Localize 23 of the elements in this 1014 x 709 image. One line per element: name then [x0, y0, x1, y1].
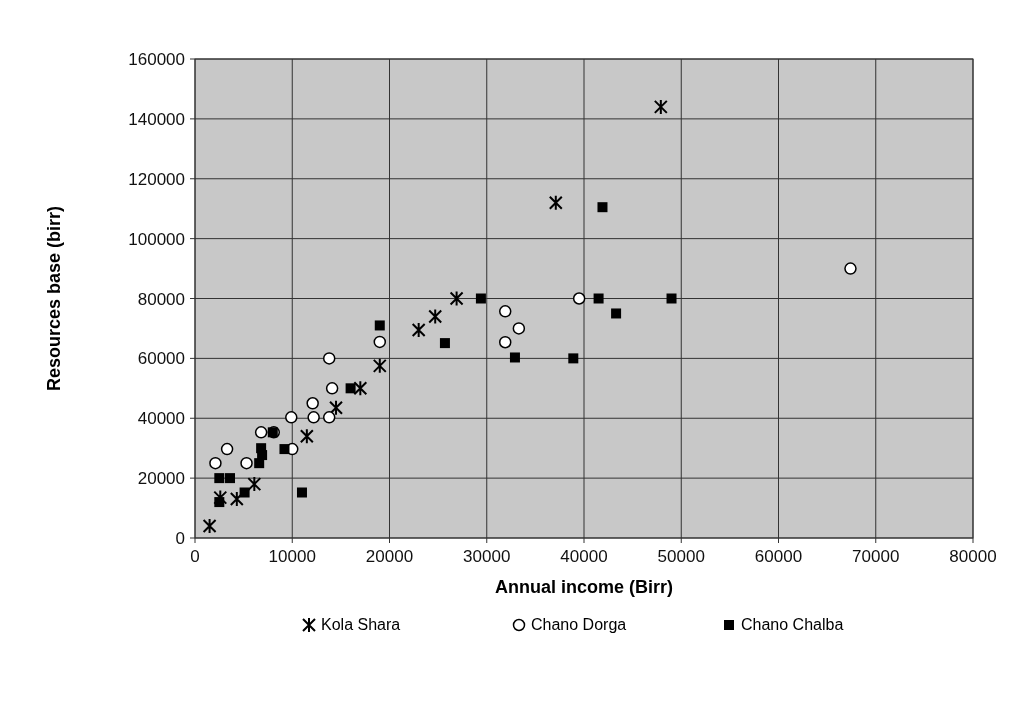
y-tick-label: 120000	[128, 169, 185, 189]
y-tick-label: 100000	[128, 229, 185, 249]
legend-label: Kola Shara	[321, 616, 401, 633]
x-axis-title: Annual income (Birr)	[494, 577, 674, 597]
x-tick-label: 20000	[365, 547, 414, 566]
x-tick-label: 70000	[852, 547, 900, 566]
y-tick-label: 20000	[137, 469, 185, 489]
y-tick-label: 60000	[137, 349, 185, 369]
x-tick-label: 50000	[657, 547, 705, 566]
x-tick-label: 10000	[268, 547, 316, 566]
y-tick-label: 80000	[137, 289, 185, 309]
x-tick-label: 80000	[949, 547, 997, 566]
y-tick-label: 160000	[128, 50, 185, 69]
x-tick-label: 40000	[560, 547, 608, 566]
legend-label: Chano Dorga	[531, 616, 627, 633]
y-tick-label: 0	[175, 529, 185, 548]
x-tick-label: 0	[190, 547, 200, 566]
legend-label: Chano Chalba	[741, 616, 844, 633]
x-tick-label: 30000	[463, 547, 511, 566]
x-tick-label: 60000	[754, 547, 803, 566]
y-axis-title: Resources base (birr)	[44, 205, 64, 392]
y-tick-label: 40000	[137, 409, 185, 429]
y-tick-label: 140000	[128, 109, 185, 129]
